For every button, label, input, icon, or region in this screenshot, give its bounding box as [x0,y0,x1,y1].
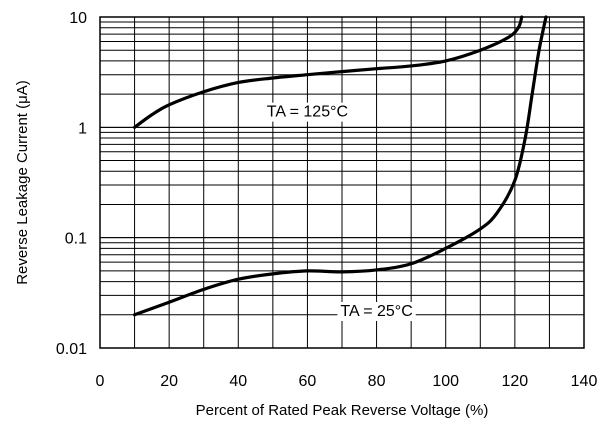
x-tick-label: 140 [571,373,598,390]
x-tick-labels: 0 20 40 60 80 100 120 140 [96,373,598,390]
x-tick-label: 100 [432,373,459,390]
y-tick-label: 10 [69,10,87,27]
x-tick-label: 0 [96,373,105,390]
annotation-background [337,301,416,321]
x-tick-label: 40 [229,373,247,390]
annotation-layer: TA = 125°C TA = 25°C [263,102,416,321]
y-axis-title: Reverse Leakage Current (μA) [14,80,31,285]
y-tick-label: 1 [78,120,87,137]
y-tick-labels: 0.01 0.1 1 10 [56,10,87,358]
x-tick-label: 60 [299,373,317,390]
x-tick-label: 120 [502,373,529,390]
annotation-background [263,102,352,122]
series-line-2 [132,15,548,317]
curve-label-1: TA = 125°C [267,104,348,121]
series-layer [132,15,548,317]
y-tick-label: 0.1 [65,231,87,248]
y-tick-label: 0.01 [56,341,87,358]
x-tick-label: 80 [368,373,386,390]
curve-label-2: TA = 25°C [340,303,412,320]
plot-frame [99,16,585,349]
x-axis-title: Percent of Rated Peak Reverse Voltage (%… [196,402,489,419]
series-line-1 [132,15,524,129]
grid [100,17,584,348]
x-tick-label: 20 [160,373,178,390]
